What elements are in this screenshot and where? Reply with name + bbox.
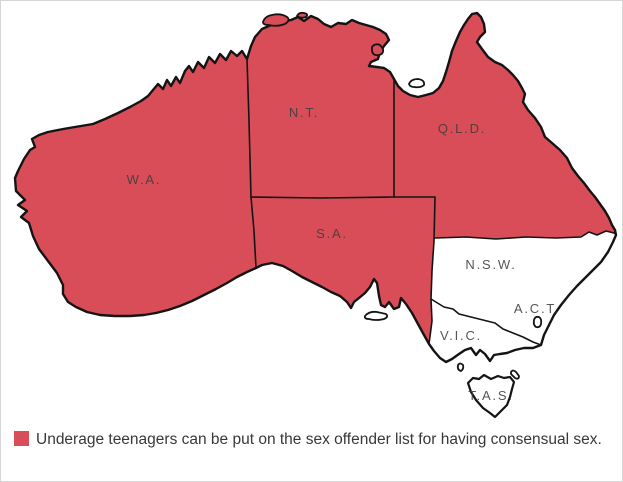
melville-island xyxy=(262,13,290,27)
mornington-island xyxy=(408,78,426,89)
australia-map-svg: W.A. N.T. Q.L.D. S.A. N.S.W. A.C.T. V.I.… xyxy=(13,11,618,419)
groote-eylandt xyxy=(371,43,385,57)
state-western-australia xyxy=(15,51,256,316)
cobourg-islet xyxy=(296,11,309,19)
state-new-south-wales xyxy=(431,231,614,345)
tasmania-island xyxy=(466,373,516,419)
label-nsw: N.S.W. xyxy=(465,257,516,272)
state-victoria xyxy=(429,299,541,362)
border-nt-sa-qld xyxy=(250,196,436,199)
flinders-island xyxy=(510,369,520,380)
label-act: A.C.T. xyxy=(514,301,560,316)
label-wa: W.A. xyxy=(127,172,162,187)
australia-map: W.A. N.T. Q.L.D. S.A. N.S.W. A.C.T. V.I.… xyxy=(1,1,622,425)
state-queensland xyxy=(394,13,616,239)
king-island xyxy=(456,362,465,372)
label-sa: S.A. xyxy=(316,226,348,241)
border-qld-nsw xyxy=(434,230,615,240)
legend-swatch-rect xyxy=(14,431,29,446)
border-nsw-vic xyxy=(430,298,542,346)
label-nt: N.T. xyxy=(289,105,319,120)
state-northern-territory xyxy=(247,16,394,198)
kangaroo-island xyxy=(363,310,389,321)
label-vic: V.I.C. xyxy=(440,328,482,343)
legend-text: Underage teenagers can be put on the sex… xyxy=(36,431,602,448)
border-sa-east xyxy=(428,196,436,345)
legend: Underage teenagers can be put on the sex… xyxy=(14,429,602,451)
label-tas: T.A.S. xyxy=(468,388,513,403)
mainland-coastline xyxy=(13,11,618,364)
label-qld: Q.L.D. xyxy=(438,121,486,136)
act-marker xyxy=(532,315,543,329)
legend-swatch-icon xyxy=(14,431,29,446)
state-south-australia xyxy=(251,197,435,344)
